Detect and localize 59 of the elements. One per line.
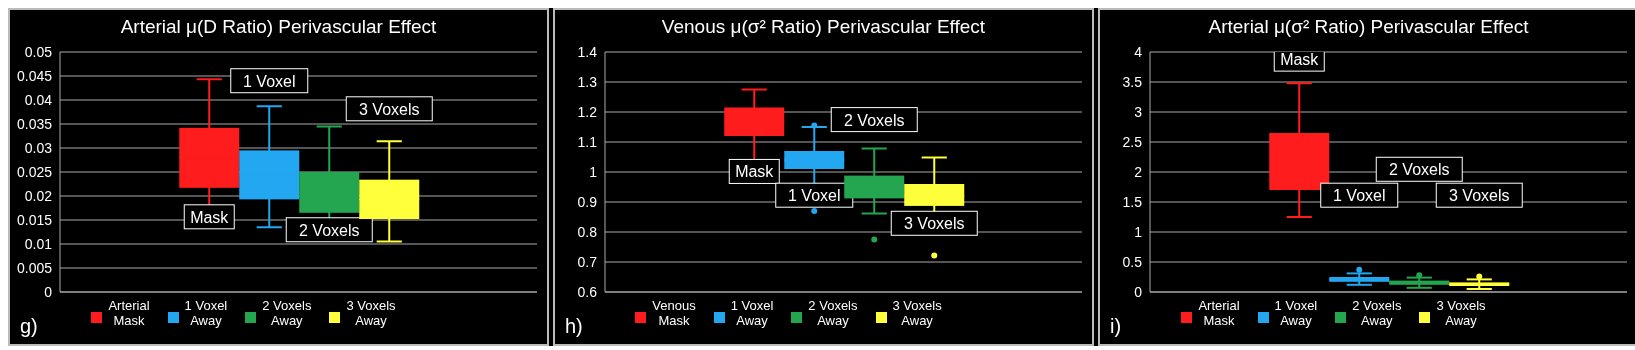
text: g) [20, 315, 38, 338]
y-tick-label: 1.3 [577, 73, 598, 90]
legend-label: 3 Voxels Away [346, 298, 396, 328]
legend-label: Arterial Mask [1198, 298, 1240, 328]
annotation: 3 Voxels [359, 100, 420, 118]
y-tick-label: 1 [589, 163, 598, 180]
y-tick-label: 0.01 [24, 235, 53, 252]
chart-title: Arterial μ(D Ratio) Perivascular Effect [119, 15, 438, 39]
annotation: 1 Voxel [1333, 187, 1386, 205]
y-tick-label: 0.025 [16, 163, 53, 180]
legend-label: 1 Voxel Away [730, 298, 774, 328]
annotation: Mask [1280, 51, 1320, 69]
y-tick-label: 0.05 [24, 43, 53, 60]
legend-label: 2 Voxels Away [262, 298, 312, 328]
y-tick-label: 3.5 [1122, 73, 1143, 90]
y-tick-label: 1.5 [1122, 193, 1143, 210]
annotation: 2 Voxels [1389, 161, 1450, 179]
chart-title: Arterial μ(σ² Ratio) Perivascular Effect [1207, 15, 1530, 39]
text: h) [565, 315, 583, 338]
annotation: 3 Voxels [904, 215, 965, 233]
legend-label: 3 Voxels Away [1436, 298, 1486, 328]
y-tick-label: 0.7 [577, 253, 598, 270]
legend-label: 2 Voxels Away [808, 298, 858, 328]
y-tick-label: 0.005 [16, 259, 53, 276]
y-tick-label: 1 [1134, 223, 1143, 240]
legend-label: 3 Voxels Away [892, 298, 942, 328]
legend-label: 1 Voxel Away [1274, 298, 1318, 328]
y-tick-label: 0 [1134, 283, 1143, 300]
y-tick-label: 0.035 [16, 115, 53, 132]
y-tick-label: 1.4 [577, 43, 598, 60]
annotation: 1 Voxel [243, 72, 296, 90]
legend-label: Arterial Mask [108, 298, 150, 328]
y-tick-label: 2 [1134, 163, 1143, 180]
y-tick-label: 0.04 [24, 91, 53, 108]
annotation: 3 Voxels [1449, 187, 1510, 205]
y-tick-label: 0.9 [577, 193, 598, 210]
y-tick-label: 0.5 [1122, 253, 1143, 270]
annotation: 1 Voxel [788, 187, 841, 205]
y-tick-label: 0.8 [577, 223, 598, 240]
annotation: 2 Voxels [299, 221, 360, 239]
y-tick-label: 0.045 [16, 67, 53, 84]
annotation: Mask [735, 163, 775, 181]
legend-label: Venous Mask [652, 298, 696, 328]
annotation: Mask [190, 208, 230, 226]
y-tick-label: 3 [1134, 103, 1143, 120]
y-tick-label: 0 [44, 283, 53, 300]
y-tick-label: 1.2 [577, 103, 598, 120]
y-tick-label: 0.015 [16, 211, 53, 228]
chart-title: Venous μ(σ² Ratio) Perivascular Effect [660, 15, 987, 39]
legend-label: 2 Voxels Away [1352, 298, 1402, 328]
y-tick-label: 2.5 [1122, 133, 1143, 150]
annotation: 2 Voxels [844, 111, 905, 129]
y-tick-label: 0.6 [577, 283, 598, 300]
y-tick-label: 0.03 [24, 139, 53, 156]
text: i) [1110, 315, 1122, 338]
y-tick-label: 1.1 [577, 133, 598, 150]
y-tick-label: 0.02 [24, 187, 53, 204]
y-tick-label: 4 [1134, 43, 1143, 60]
legend-label: 1 Voxel Away [184, 298, 228, 328]
